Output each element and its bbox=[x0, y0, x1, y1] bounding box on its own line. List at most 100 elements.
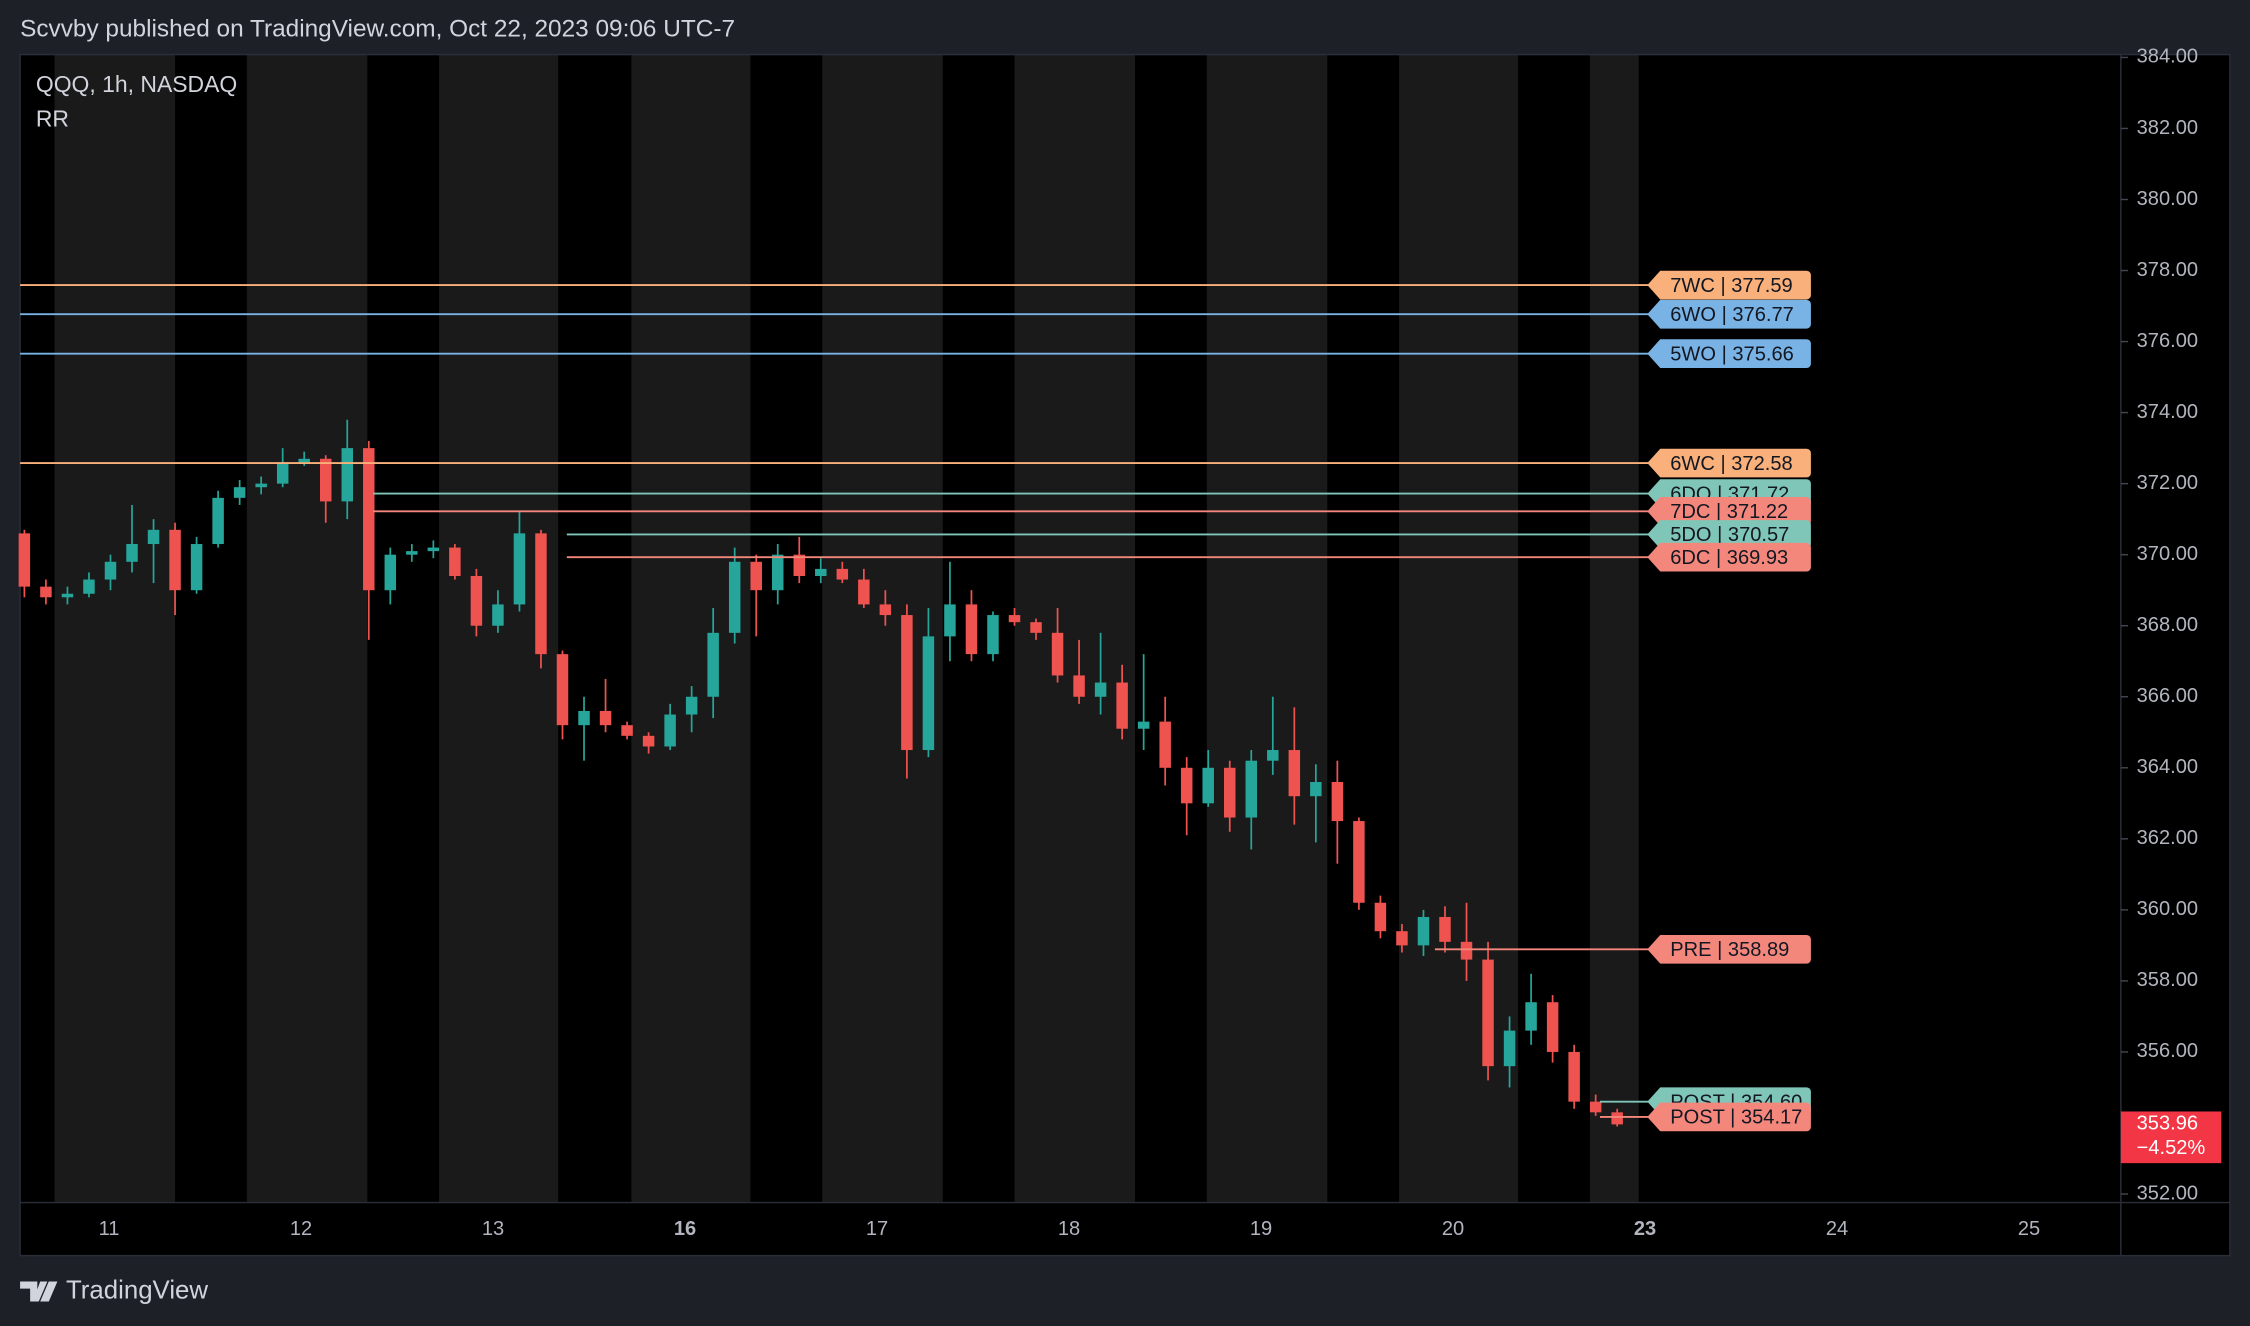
candle-body bbox=[1568, 1051, 1580, 1102]
level-tag bbox=[1647, 1102, 1811, 1132]
candle-body bbox=[384, 554, 397, 591]
x-tick-label: 13 bbox=[482, 1218, 504, 1240]
candle-body bbox=[1137, 721, 1150, 729]
x-tick-label: 11 bbox=[99, 1218, 120, 1240]
logo-mark bbox=[20, 1281, 58, 1302]
y-tick-label: 364.00 bbox=[2137, 756, 2198, 778]
y-tick-label: 360.00 bbox=[2137, 898, 2198, 920]
candle-body bbox=[621, 725, 633, 736]
y-tick-label: 382.00 bbox=[2137, 117, 2198, 139]
candle-body bbox=[61, 593, 74, 598]
candle-body bbox=[449, 547, 461, 576]
session-band bbox=[822, 54, 943, 1203]
header: Scvvby published on TradingView.com, Oct… bbox=[20, 16, 735, 43]
level-label: 7DC | 371.22 bbox=[1670, 501, 1788, 523]
candle-body bbox=[1288, 750, 1301, 797]
session-bands bbox=[54, 54, 1639, 1203]
candle-body bbox=[363, 448, 375, 591]
level: 7DC | 371.22 bbox=[373, 497, 1811, 526]
candle-body bbox=[1180, 767, 1193, 804]
y-tick-label: 374.00 bbox=[2137, 401, 2198, 423]
candle-body bbox=[1030, 622, 1042, 633]
candle-body bbox=[147, 529, 160, 545]
y-tick-label: 368.00 bbox=[2137, 614, 2198, 636]
candle-body bbox=[1417, 916, 1430, 946]
candle-body bbox=[578, 710, 590, 726]
candle-body bbox=[233, 487, 246, 498]
candle-body bbox=[922, 636, 935, 751]
candle-body bbox=[1503, 1030, 1516, 1067]
session-band bbox=[54, 54, 176, 1203]
candle-body bbox=[879, 604, 892, 616]
candle-body bbox=[685, 696, 698, 715]
candle-body bbox=[40, 586, 52, 598]
candle-body bbox=[319, 458, 332, 502]
candle-body bbox=[664, 714, 676, 747]
y-tick-label: 362.00 bbox=[2137, 827, 2198, 849]
chart-subtitle: RR bbox=[36, 106, 69, 132]
candle-body bbox=[1525, 1002, 1537, 1031]
y-tick-label: 370.00 bbox=[2137, 543, 2198, 565]
candle-body bbox=[406, 551, 418, 555]
candle-body bbox=[1224, 767, 1236, 818]
change: −4.52% bbox=[2137, 1137, 2206, 1159]
level: 5DO | 370.57 bbox=[566, 520, 1811, 549]
level: 6WO | 376.77 bbox=[20, 299, 1811, 329]
x-tick-label: 20 bbox=[1442, 1218, 1464, 1240]
candle-body bbox=[750, 561, 762, 591]
x-tick-label: 19 bbox=[1250, 1218, 1272, 1240]
candle-body bbox=[728, 561, 741, 633]
pane-border bbox=[19, 53, 2231, 1257]
candle-body bbox=[83, 579, 95, 594]
session-band bbox=[1206, 54, 1328, 1203]
session-band bbox=[1399, 54, 1519, 1203]
level: 7WC | 377.59 bbox=[20, 270, 1811, 300]
candle-body bbox=[513, 533, 526, 605]
candle-body bbox=[556, 654, 569, 726]
candle-body bbox=[772, 554, 784, 591]
candle-body bbox=[1611, 1112, 1623, 1125]
y-tick-label: 376.00 bbox=[2137, 330, 2198, 352]
x-tick-label: 17 bbox=[866, 1218, 888, 1240]
candle-body bbox=[1094, 682, 1107, 697]
level-label: PRE | 358.89 bbox=[1670, 939, 1789, 961]
level-tag bbox=[1647, 497, 1811, 526]
candle-body bbox=[944, 604, 956, 637]
last-price: 353.96 bbox=[2137, 1113, 2198, 1135]
candle-body bbox=[1202, 767, 1214, 804]
candle-body bbox=[815, 568, 827, 576]
session-band bbox=[246, 54, 368, 1203]
y-tick-label: 356.00 bbox=[2137, 1040, 2198, 1062]
level-tag bbox=[1647, 934, 1811, 964]
y-tick-label: 352.00 bbox=[2137, 1182, 2198, 1204]
level-tag bbox=[1647, 448, 1811, 478]
x-tick-label: 12 bbox=[290, 1218, 312, 1240]
level: 5WO | 375.66 bbox=[20, 339, 1811, 368]
x-tick-label: 24 bbox=[1826, 1218, 1848, 1240]
candle-body bbox=[298, 458, 310, 463]
candle-body bbox=[965, 604, 978, 655]
level: PRE | 358.89 bbox=[1434, 934, 1811, 964]
candle-body bbox=[190, 544, 203, 591]
level-tag bbox=[1647, 299, 1811, 329]
x-tick-label: 18 bbox=[1058, 1218, 1080, 1240]
last-price-tag bbox=[2120, 1111, 2222, 1164]
y-tick-label: 372.00 bbox=[2137, 472, 2198, 494]
level: 6WC | 372.58 bbox=[20, 448, 1811, 478]
y-tick-label: 384.00 bbox=[2137, 46, 2198, 68]
candle-body bbox=[492, 604, 504, 626]
tv-logo: TradingView bbox=[20, 1276, 208, 1304]
candle-body bbox=[1353, 821, 1365, 903]
candle-body bbox=[1460, 941, 1473, 960]
candle-body bbox=[535, 533, 547, 655]
candle-body bbox=[1589, 1101, 1602, 1113]
candle-body bbox=[707, 632, 719, 697]
candle-body bbox=[255, 483, 267, 488]
candle-body bbox=[212, 497, 224, 545]
y-tick-label: 378.00 bbox=[2137, 259, 2198, 281]
candle-body bbox=[1374, 902, 1387, 932]
candle-body bbox=[1008, 615, 1021, 623]
level-tag bbox=[1647, 542, 1811, 572]
